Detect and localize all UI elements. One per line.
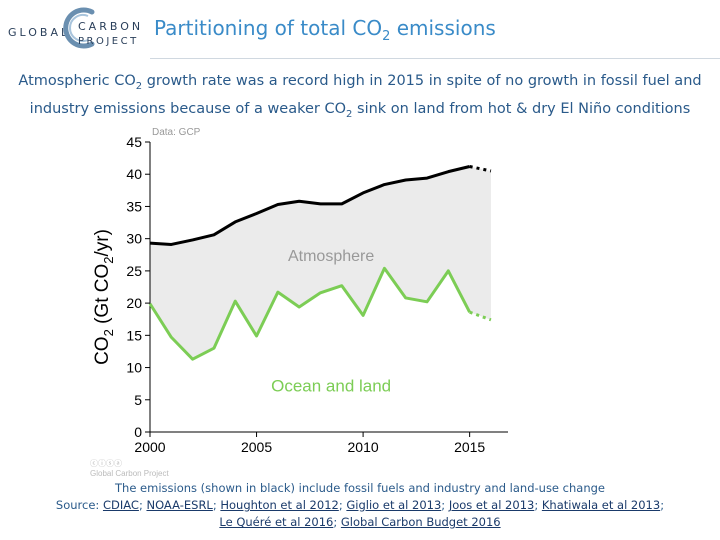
link-separator: ; (660, 498, 665, 512)
x-tick-label: 2010 (348, 439, 379, 455)
subtitle-line-1: Atmospheric CO2 growth rate was a record… (18, 73, 702, 92)
logo-text-carbon: CARBON (78, 20, 144, 33)
y-tick-label: 40 (126, 166, 142, 182)
y-tick-label: 15 (126, 327, 142, 343)
footnote: The emissions (shown in black) include f… (0, 480, 720, 531)
source-link-1[interactable]: NOAA-ESRL (146, 498, 213, 512)
x-tick-label: 2005 (241, 439, 272, 455)
x-tick-label: 2015 (454, 439, 485, 455)
total-emissions-line (149, 165, 470, 246)
footnote-sources-line-2: Le Quéré et al 2016; Global Carbon Budge… (0, 514, 720, 531)
header: GLOBAL CARBON PROJECT Partitioning of to… (0, 0, 720, 62)
page-title: Partitioning of total CO2 emissions (154, 16, 496, 44)
logo-text-global: GLOBAL (8, 26, 71, 39)
subtitle-line-2: industry emissions because of a weaker C… (29, 100, 691, 120)
link-separator: ; (534, 498, 542, 512)
logo-ring-icon (63, 7, 95, 49)
cc-license-badge: ⓒⓘⓢⓐ Global Carbon Project (90, 458, 169, 478)
logo-text-project: PROJECT (78, 36, 139, 47)
source-link-4[interactable]: Joos et al 2013 (448, 498, 535, 512)
y-tick-label: 10 (126, 360, 142, 376)
ocean-land-sink-line (148, 266, 471, 361)
y-tick-label: 5 (134, 392, 142, 408)
y-axis-label: CO2 (Gt CO2/yr) (92, 229, 116, 365)
ocean-land-label: Ocean and land (271, 376, 391, 395)
y-tick-label: 25 (126, 263, 142, 279)
footnote-sources-line: Source: CDIAC; NOAA-ESRL; Houghton et al… (0, 497, 720, 514)
link-separator: ; (212, 498, 221, 512)
link-separator: ; (333, 515, 341, 529)
atmosphere-label: Atmosphere (288, 248, 374, 265)
source-link-5[interactable]: Khatiwala et al 2013 (541, 498, 661, 512)
global-carbon-project-logo[interactable]: GLOBAL CARBON PROJECT (6, 6, 156, 56)
source2-link-1[interactable]: Global Carbon Budget 2016 (340, 515, 501, 529)
source-link-2[interactable]: Houghton et al 2012 (220, 498, 339, 512)
y-tick-label: 35 (126, 198, 142, 214)
plot-area: 0 5 10 15 20 25 30 35 40 45 2000 2005 2010 2015 Atmosp… (126, 134, 508, 455)
y-tick-label: 0 (134, 424, 142, 440)
emissions-chart: Data: GCP 0 5 10 15 20 25 30 35 40 45 2000 2005 2010… (92, 127, 508, 455)
watermark-text: Global Carbon Project (90, 469, 169, 478)
source-link-0[interactable]: CDIAC (102, 498, 139, 512)
cc-icon: ⓒⓘⓢⓐ (90, 459, 122, 468)
chart-source-label: Data: GCP (152, 127, 201, 138)
source-link-3[interactable]: Giglio et al 2013 (346, 498, 442, 512)
source-label: Source: (55, 498, 103, 512)
atmosphere-fill (150, 166, 491, 360)
link-separator: ; (138, 498, 147, 512)
y-tick-label: 45 (126, 134, 142, 150)
footnote-line-1: The emissions (shown in black) include f… (115, 481, 605, 495)
header-divider (150, 58, 720, 59)
source2-link-0[interactable]: Le Quéré et al 2016 (219, 515, 334, 529)
y-tick-label: 20 (126, 295, 142, 311)
y-tick-label: 30 (126, 231, 142, 247)
x-tick-label: 2000 (134, 439, 165, 455)
link-separator: ; (338, 498, 347, 512)
link-separator: ; (441, 498, 449, 512)
slide-subtitle: Atmospheric CO2 growth rate was a record… (0, 70, 720, 126)
